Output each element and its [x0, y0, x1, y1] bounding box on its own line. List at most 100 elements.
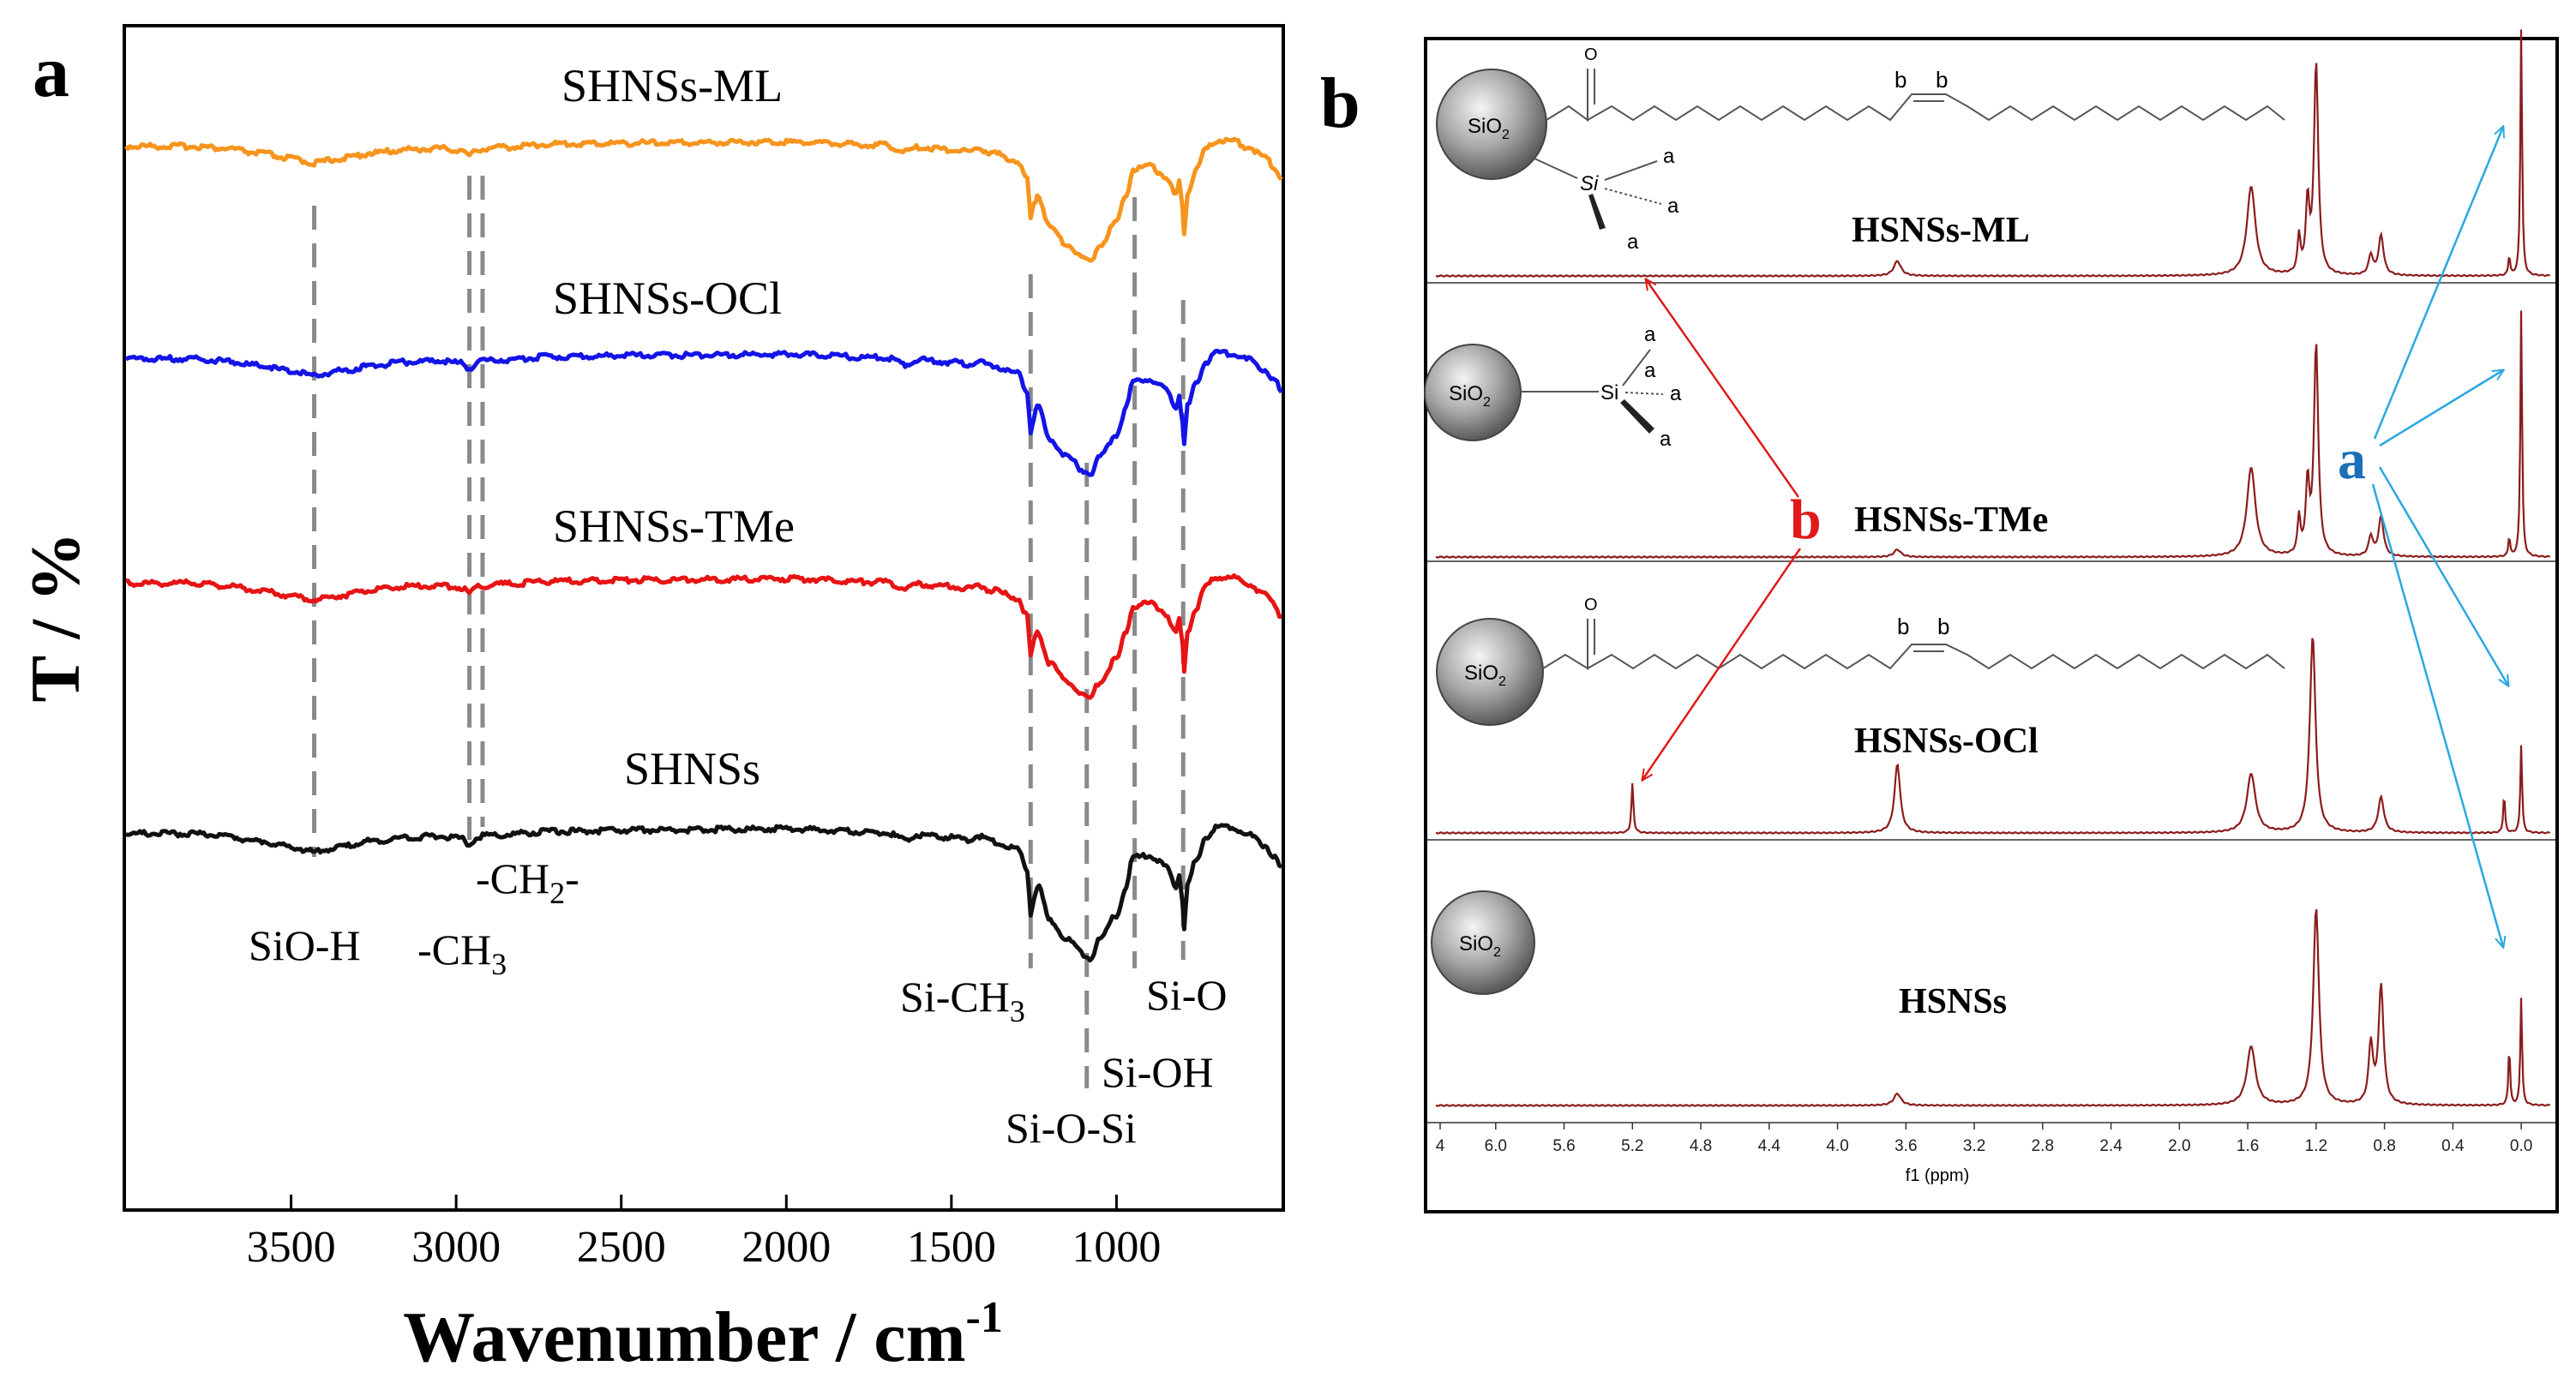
x-tick-label-2500: 2500: [577, 1223, 666, 1272]
big-label-b: b: [1790, 488, 1822, 551]
series-label-ocl: SHNSs-OCl: [553, 273, 782, 324]
panel-a-label: a: [33, 30, 69, 112]
nmr-label-ml: HSNSs-ML: [1852, 211, 2030, 250]
ftir-series-shnss-ocl: [124, 349, 1284, 477]
ftir-series-shnss: [125, 823, 1283, 963]
series-label-tme: SHNSs-TMe: [553, 500, 795, 552]
nmr-tick-label-2: 5.6: [1552, 1137, 1575, 1155]
annot-sio: Si-O: [1146, 971, 1227, 1019]
arrow-a-ml: [2373, 127, 2503, 440]
arrow-a-ocl: [2378, 466, 2508, 686]
silica-sphere-icon: [1431, 890, 1535, 995]
series-label-bare: SHNSs: [624, 743, 760, 794]
nmr-tick-label-7: 3.6: [1894, 1137, 1917, 1155]
panel-b-separators: [1427, 282, 2555, 1123]
xlabel-superscript: -1: [966, 1293, 1003, 1342]
nmr-tick-label-0: 4: [1436, 1137, 1445, 1155]
xlabel-main: Wavenumber / cm: [403, 1297, 965, 1377]
annot-siosi: Si-O-Si: [1006, 1104, 1137, 1152]
nmr-tick-label-15: 0.4: [2441, 1137, 2465, 1155]
annot-ch2: -CH2-: [476, 854, 579, 910]
structure-bare: SiO2: [1431, 890, 1535, 995]
methyl-a4: a: [1660, 428, 1672, 451]
panel-b-xaxis-title: f1 (ppm): [1906, 1166, 1969, 1185]
olefin-b1: b: [1894, 67, 1906, 93]
methyl-a1: a: [1644, 323, 1656, 346]
nmr-tick-label-4: 4.8: [1690, 1137, 1712, 1155]
annot-sioh: SiO-H: [249, 921, 361, 969]
oleate-chain: [1542, 619, 2285, 670]
nmr-series-hsnss-ml: [1435, 29, 2551, 278]
nmr-label-bare: HSNSs: [1899, 982, 2007, 1022]
silica-sphere-icon: [1424, 344, 1522, 441]
panel-a-series: [124, 136, 1284, 963]
nmr-tick-label-8: 3.2: [1963, 1137, 1985, 1155]
nmr-tick-label-13: 1.2: [2305, 1137, 2327, 1155]
panel-a-frame: [123, 24, 1285, 1212]
nmr-tick-label-16: 0.0: [2510, 1137, 2532, 1155]
methyl-a3: a: [1644, 359, 1656, 382]
ftir-series-shnss-tme: [125, 573, 1282, 700]
methyl-a3: a: [1627, 231, 1639, 254]
tms-si: Si: [1600, 381, 1618, 404]
sio2-text: SiO2: [1464, 662, 1506, 689]
arrow-a-tme: [2379, 370, 2503, 447]
annot-ch3: -CH3: [417, 926, 507, 981]
sio2-text: SiO2: [1468, 115, 1510, 142]
nmr-tick-label-6: 4.0: [1826, 1137, 1848, 1155]
nmr-tick-label-10: 2.4: [2099, 1137, 2123, 1155]
big-label-a: a: [2338, 428, 2366, 491]
sio2-text: SiO2: [1459, 932, 1501, 960]
nmr-tick-label-5: 4.4: [1758, 1137, 1781, 1155]
nmr-series-hsnss-ocl: [1435, 638, 2551, 835]
panel-b-frame: [1424, 37, 2559, 1213]
nmr-label-tme: HSNSs-TMe: [1854, 500, 2048, 540]
arrow-b-ml: [1646, 279, 1800, 498]
methyl-a1: a: [1663, 145, 1675, 168]
nmr-tick-label-14: 0.8: [2373, 1137, 2395, 1155]
tms-si: Si: [1580, 172, 1599, 195]
annot-sioh2: Si-OH: [1102, 1048, 1214, 1096]
carbonyl-o: O: [1584, 45, 1598, 64]
carbonyl-o: O: [1584, 596, 1598, 614]
series-label-ml: SHNSs-ML: [561, 60, 783, 111]
nmr-tick-label-1: 6.0: [1485, 1137, 1507, 1155]
silica-sphere-icon: [1436, 69, 1547, 180]
assignment-arrows: b a: [1642, 127, 2508, 947]
nmr-series-hsnss-tme: [1435, 310, 2551, 559]
olefin-b2: b: [1937, 614, 1949, 639]
panel-a-xlabel: Wavenumber / cm-1: [403, 1293, 1003, 1377]
nmr-series-hsnss: [1435, 909, 2551, 1107]
annot-sich3: Si-CH3: [900, 973, 1025, 1028]
methyl-a2: a: [1670, 382, 1682, 405]
panel-b: b 4 6.0 5.6 5.2 4.8 4.4 4.0 3.6 3.2 2.8 2.4 2.0 1.6 1…: [1320, 29, 2559, 1213]
x-tick-label-2000: 2000: [742, 1223, 831, 1272]
nmr-tick-label-9: 2.8: [2032, 1137, 2054, 1155]
panel-a-reference-lines: [312, 176, 1186, 1088]
nmr-tick-label-11: 2.0: [2168, 1137, 2190, 1155]
sio2-text: SiO2: [1449, 382, 1491, 410]
arrow-a-bare: [2371, 483, 2503, 947]
arrow-b-ocl: [1642, 548, 1802, 780]
ftir-series-shnss-ml: [124, 136, 1283, 263]
panel-b-label: b: [1320, 63, 1360, 143]
x-tick-label-1000: 1000: [1072, 1223, 1161, 1272]
olefin-b1: b: [1897, 614, 1909, 639]
olefin-b2: b: [1936, 67, 1948, 93]
nmr-label-ocl: HSNSs-OCl: [1854, 722, 2039, 761]
panel-a-ylabel: T / %: [16, 532, 94, 703]
x-tick-label-3000: 3000: [411, 1223, 501, 1272]
silica-sphere-icon: [1436, 618, 1544, 726]
panel-b-series: [1435, 29, 2551, 1107]
panel-a: a 3500 3000 2500 2000 1500 1000 T / % Wavenum…: [16, 24, 1285, 1377]
structure-ml: SiO2 O b b Si a a a: [1436, 45, 2285, 254]
methyl-a2: a: [1667, 195, 1679, 218]
structure-ocl: SiO2 O b b: [1436, 596, 2285, 726]
nmr-tick-label-12: 1.6: [2237, 1137, 2259, 1155]
panel-a-xticks: 3500 3000 2500 2000 1500 1000: [247, 1195, 1161, 1272]
oleate-chain: [1546, 69, 2285, 122]
x-tick-label-1500: 1500: [907, 1223, 996, 1272]
structure-tme: SiO2 Si a a a a: [1424, 323, 1682, 451]
x-tick-label-3500: 3500: [247, 1223, 336, 1272]
